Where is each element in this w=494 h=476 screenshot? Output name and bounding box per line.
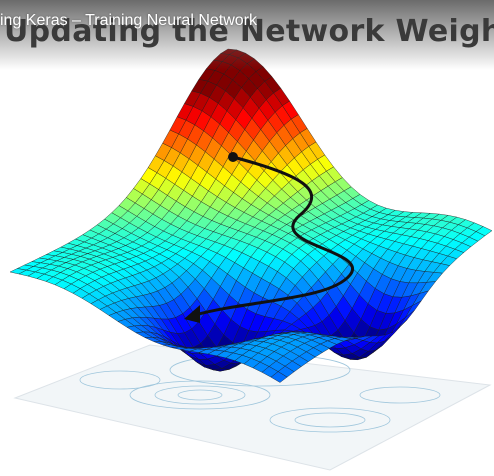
title-shade [0,0,494,70]
slide-heading: Updating the Network Weights [4,14,494,49]
contour [154,385,246,405]
contour [269,407,391,433]
arrow-head [184,305,200,323]
descent-path [194,155,354,317]
contour [177,389,223,401]
contour [79,370,161,390]
mesh-cell [270,371,288,383]
start-point [228,152,238,162]
video-title: ing Keras – Training Neural Network [0,12,258,29]
contour [359,386,441,404]
contour [294,412,366,428]
surface-mesh [9,48,493,383]
contour [129,380,271,410]
contour-floor [13,344,492,471]
